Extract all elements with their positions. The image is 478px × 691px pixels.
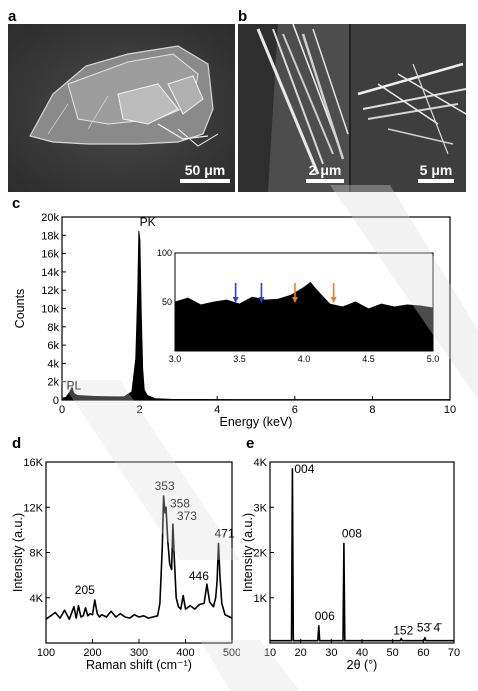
chart-e-xtick-label: 50	[387, 647, 399, 659]
scalebar-b-left-bar	[306, 179, 344, 183]
chart-c-ytick-label: 10k	[41, 304, 59, 316]
scalebar-b-right-bar	[418, 179, 454, 183]
chart-c-xtick-label: 8	[369, 404, 375, 416]
inset-xtick-label: 3.5	[233, 354, 246, 364]
chart-d-xtick-label: 200	[83, 647, 101, 659]
chart-d-xtick-label: 100	[37, 647, 55, 659]
inset-arrow-head	[258, 297, 265, 303]
sem-image-a: 50 μm	[8, 24, 235, 192]
inset-xtick-label: 3.0	[169, 354, 182, 364]
scalebar-b-left-label: 2 μm	[308, 162, 342, 178]
chart-c-ytick-label: 8k	[47, 322, 59, 334]
chart-d-xtick-label: 500	[223, 647, 240, 659]
chart-e-xrd: e 10 20 30 40 50 60 70 1K 2K 3K 4K 2θ (°) Intensity (…	[241, 436, 460, 672]
chart-e-data-label: 008	[342, 526, 362, 540]
chart-e-data-label: 006	[315, 609, 335, 623]
chart-e-xtick-label: 20	[295, 647, 307, 659]
chart-e-data-label: 152	[393, 623, 413, 637]
chart-d-frame	[45, 461, 233, 644]
chart-d-data-label: 446	[189, 569, 209, 583]
chart-e-ytick-label: 3K	[254, 502, 268, 514]
scalebar-a-bar	[180, 179, 230, 183]
scalebar-b-left: 2 μm	[306, 162, 344, 183]
panel-letter-b: b	[238, 8, 248, 25]
inset-xtick-label: 4.0	[298, 354, 311, 364]
chart-d-raman: d 100 200 300 400 500 4K 8K 12K 16K Raman shift (c…	[11, 436, 240, 672]
chart-e-ylabel: Intensity (a.u.)	[241, 513, 255, 592]
chart-e-xtick-label: 70	[448, 647, 460, 659]
chart-e-series-0	[270, 468, 454, 642]
chart-d-ytick-label: 4K	[30, 593, 44, 605]
chart-c-ylabel: Counts	[13, 289, 27, 329]
chart-d-data-label: 471	[214, 526, 234, 540]
panel-letter-c: c	[12, 195, 20, 212]
chart-c-ytick-label: 14k	[41, 267, 59, 279]
sem-nanowires	[238, 24, 466, 192]
chart-c-data-label: PL	[66, 379, 81, 393]
chart-d-ylabel: Intensity (a.u.)	[11, 513, 25, 592]
chart-e-xtick-label: 10	[264, 647, 276, 659]
chart-c-ytick-label: 12k	[41, 285, 59, 297]
chart-e-ytick-label: 1K	[254, 593, 268, 605]
scalebar-a: 50 μm	[180, 162, 230, 183]
chart-c-ytick-label: 18k	[41, 230, 59, 242]
chart-c-xtick-label: 2	[137, 404, 143, 416]
chart-e-data-label: 53̄ 4̄	[417, 621, 442, 635]
chart-c-xlabel: Energy (keV)	[220, 415, 293, 429]
chart-d-ytick-label: 16K	[23, 457, 43, 469]
chart-d-ytick-label: 8K	[30, 548, 44, 560]
chart-d-xtick-label: 400	[176, 647, 194, 659]
chart-d-xtick-label: 300	[130, 647, 148, 659]
chart-c-ytick-label: 6k	[47, 340, 59, 352]
chart-e-ytick-label: 4K	[254, 457, 268, 469]
chart-d-ytick-label: 12K	[23, 502, 43, 514]
chart-c-ytick-label: 16k	[41, 249, 59, 261]
chart-d-data-label: 205	[75, 583, 95, 597]
inset-arrow-head	[291, 297, 298, 303]
sem-image-b: 2 μm 5 μm	[238, 24, 466, 192]
sem-crystal-flake	[8, 24, 235, 192]
inset-ytick-label: 50	[162, 297, 172, 307]
panel-letter-d: d	[12, 436, 21, 452]
chart-c-data-label: PK	[140, 215, 156, 229]
chart-c-ytick-label: 20k	[41, 212, 59, 224]
chart-d-data-label: 358	[170, 496, 190, 510]
chart-e-data-label: 004	[294, 462, 314, 476]
inset-xtick-label: 4.5	[362, 354, 375, 364]
chart-e-frame	[269, 461, 455, 644]
scalebar-b-right-label: 5 μm	[419, 162, 453, 178]
chart-d-series-0	[45, 495, 233, 620]
chart-e-ytick-label: 2K	[254, 548, 268, 560]
panel-letter-a: a	[8, 8, 17, 25]
inset-arrow-head	[330, 297, 337, 303]
chart-c-eds: c0 2 4 6 8 1002k4k6k8k10k12k14k16k18k20kEnerg…	[12, 195, 456, 429]
inset-arrow-head	[232, 297, 239, 303]
chart-c-xtick-label: 6	[292, 404, 298, 416]
chart-e-xtick-label: 60	[417, 647, 429, 659]
chart-e-xtick-label: 40	[356, 647, 368, 659]
chart-d-data-label: 373	[177, 509, 197, 523]
chart-c-ytick-label: 2k	[47, 377, 59, 389]
panel-letter-e: e	[246, 436, 254, 452]
chart-e-xlabel: 2θ (°)	[347, 658, 378, 672]
chart-c-xtick-label: 0	[59, 404, 65, 416]
inset-xtick-label: 5.0	[427, 354, 440, 364]
chart-c-ytick-label: 4k	[47, 358, 59, 370]
chart-c-xtick-label: 4	[214, 404, 220, 416]
chart-d-data-label: 353	[155, 479, 175, 493]
chart-e-xtick-label: 30	[325, 647, 337, 659]
chart-d-xlabel: Raman shift (cm⁻¹)	[86, 658, 192, 672]
scalebar-a-label: 50 μm	[184, 162, 226, 178]
chart-c-ytick-label: 0	[53, 395, 59, 407]
scalebar-b-right: 5 μm	[418, 162, 454, 183]
chart-c-xtick-label: 10	[444, 404, 456, 416]
inset-ytick-label: 100	[157, 248, 172, 258]
